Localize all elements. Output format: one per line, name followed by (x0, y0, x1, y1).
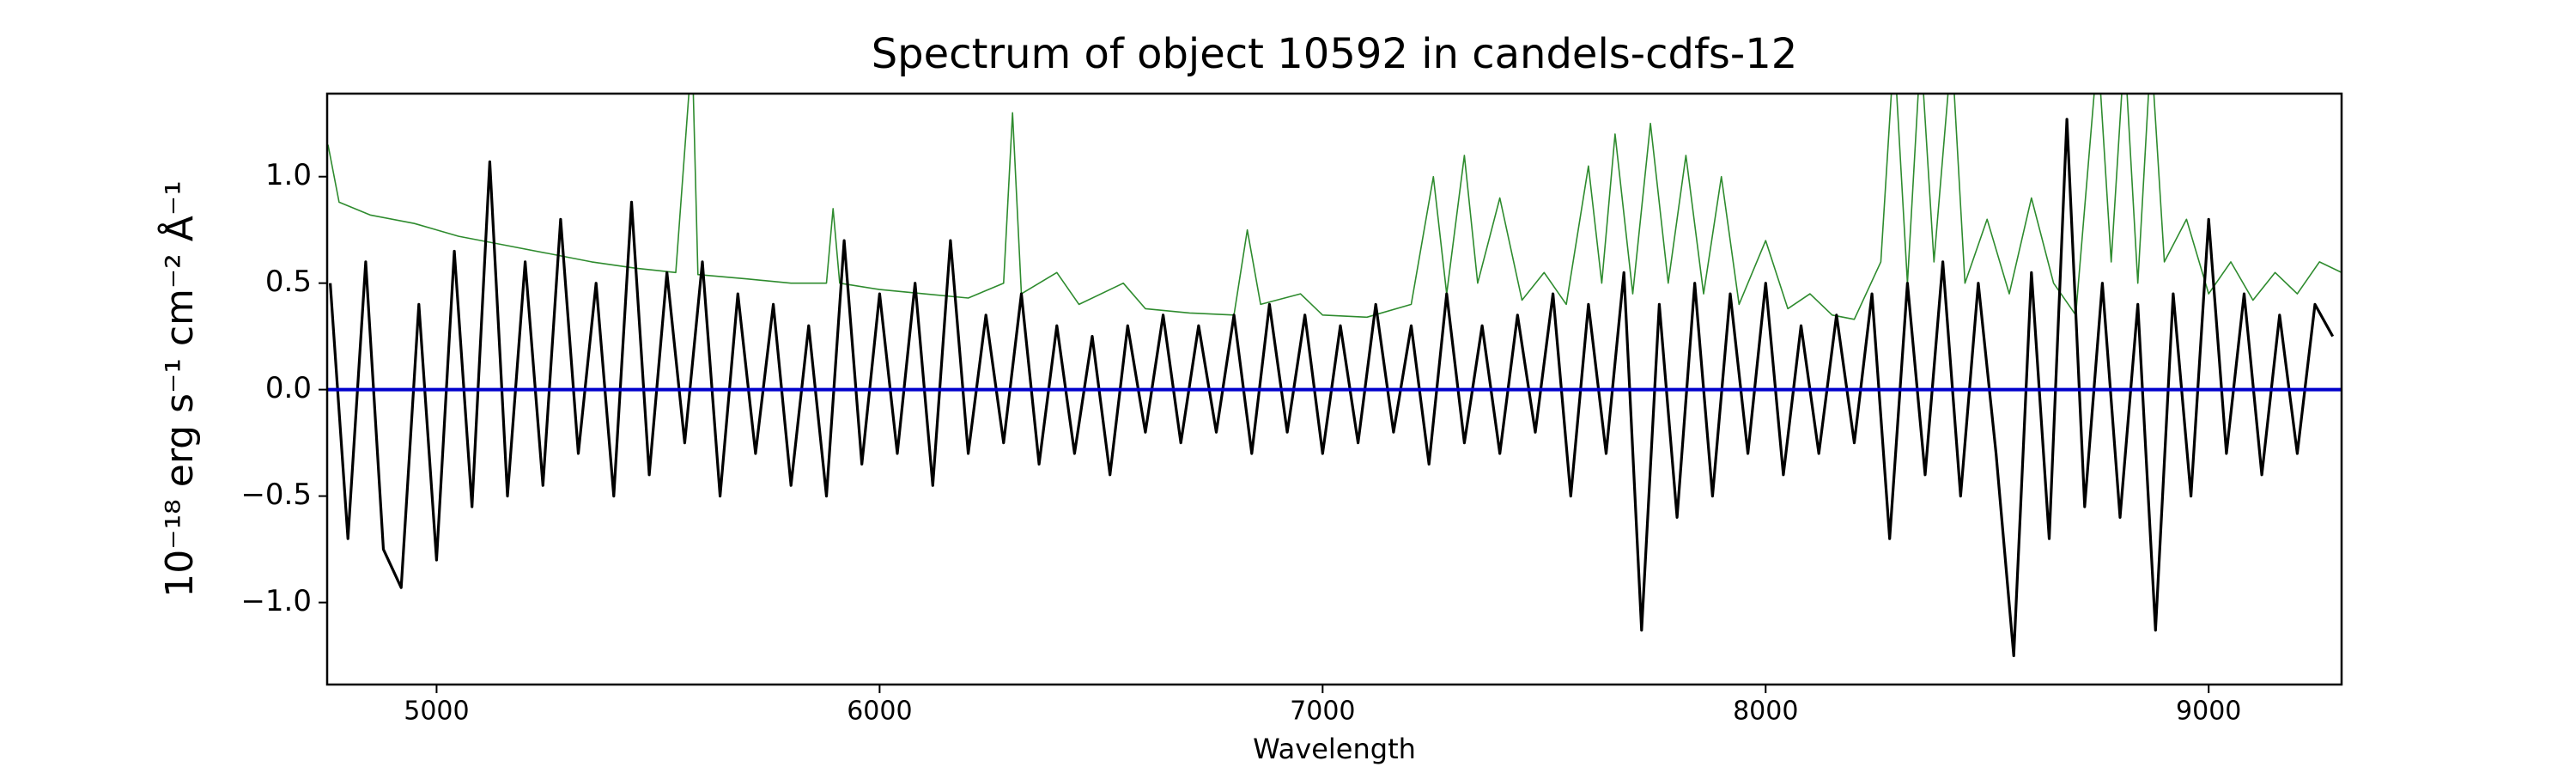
series-line (327, 94, 2342, 320)
plot-area (327, 94, 2342, 658)
x-tick-label: 6000 (847, 697, 912, 727)
y-tick-label: −1.0 (240, 584, 312, 618)
y-tick-label: 0.5 (265, 265, 312, 299)
y-tick-label: 1.0 (265, 158, 312, 192)
y-tick-label: 0.0 (265, 371, 312, 405)
x-tick-label: 8000 (1733, 697, 1798, 727)
y-axis-label: 10⁻¹⁸ erg s⁻¹ cm⁻² Å⁻¹ (156, 180, 202, 597)
x-tick-label: 5000 (404, 697, 469, 727)
y-tick-label: −0.5 (240, 478, 312, 512)
x-tick-label: 7000 (1290, 697, 1355, 727)
chart-title: Spectrum of object 10592 in candels-cdfs… (872, 30, 1798, 78)
x-tick-label: 9000 (2176, 697, 2241, 727)
x-axis-label: Wavelength (1253, 733, 1416, 765)
